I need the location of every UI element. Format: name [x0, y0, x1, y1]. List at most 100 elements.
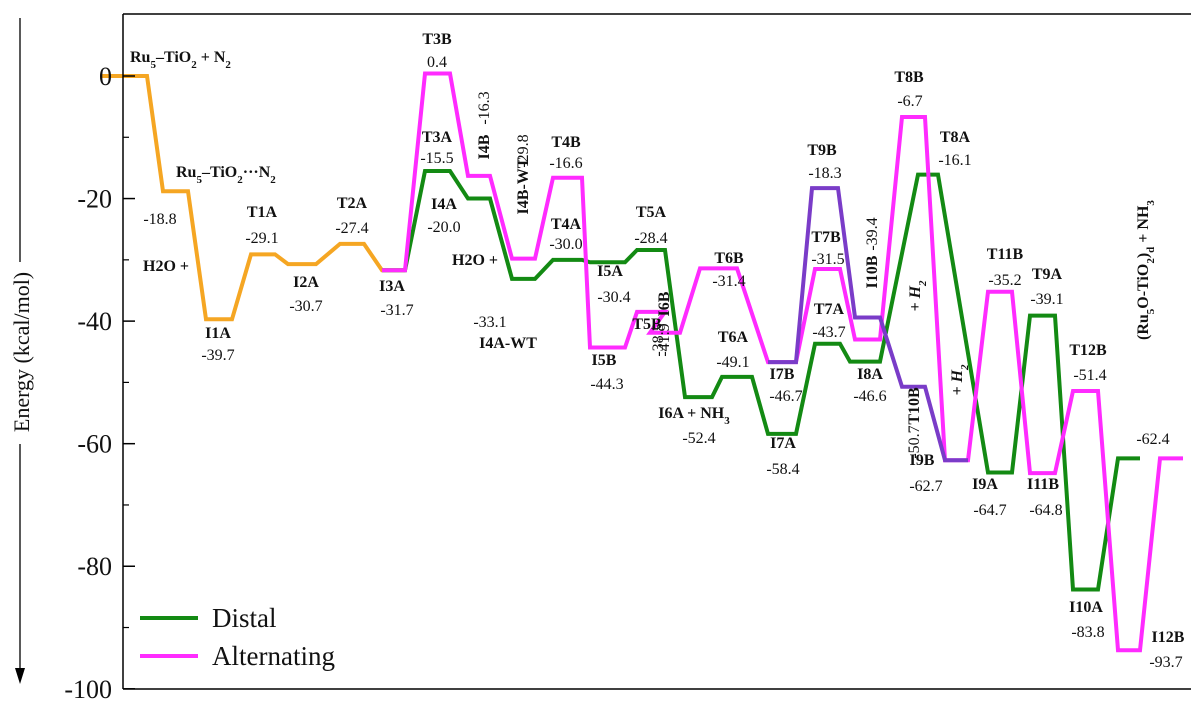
- state-label-t5a: T5A: [636, 204, 667, 221]
- state-label-t7a: T7A: [814, 301, 845, 318]
- state-label-h2a: + H2: [907, 280, 929, 312]
- state-label-t6a: T6A: [718, 329, 749, 346]
- energy-value-n17: -44.3: [590, 376, 623, 393]
- energy-value-n14: -30.0: [549, 236, 582, 253]
- energy-value-n37: -64.8: [1029, 502, 1062, 519]
- series-line-common: [102, 74, 405, 322]
- energy-value-n36: -64.7: [973, 502, 1006, 519]
- state-label-h2o2: H2O +: [452, 252, 498, 269]
- state-label-i4bwt: I4B-WT: [515, 157, 532, 214]
- state-label-i10a: I10A: [1069, 599, 1103, 616]
- energy-value-n34: -35.2: [988, 272, 1021, 289]
- state-label-t10b: T10B: [906, 387, 923, 425]
- energy-value-n7: 0.4: [427, 54, 447, 71]
- energy-value-n12: -33.1: [473, 314, 506, 331]
- energy-value-n23: -46.7: [769, 388, 802, 405]
- series-distal: [382, 168, 1140, 592]
- state-label-t3a: T3A: [422, 129, 453, 146]
- energy-value-n4: -30.7: [289, 298, 322, 315]
- state-label-i5b: I5B: [592, 352, 617, 369]
- y-tick-label: -80: [77, 552, 112, 581]
- energy-value-n11: -29.8: [515, 134, 532, 167]
- state-label-i10b: I10B: [864, 255, 881, 288]
- energy-value-n32: -16.1: [938, 152, 971, 169]
- energy-value-n18: -38.5: [650, 323, 667, 356]
- energy-value-n24: -58.4: [766, 461, 799, 478]
- legend-label-alternating: Alternating: [212, 641, 335, 671]
- state-label-t5b: T5B: [632, 316, 662, 333]
- energy-value-n31: -6.7: [897, 93, 922, 110]
- energy-value-n15: -30.4: [597, 289, 630, 306]
- energy-value-n35: -39.1: [1030, 291, 1063, 308]
- energy-value-n5: -27.4: [335, 220, 368, 237]
- state-label-t6b: T6B: [714, 250, 744, 267]
- energy-value-n2: -39.7: [201, 347, 234, 364]
- state-label-t2a: T2A: [337, 195, 368, 212]
- reaction-paths: [102, 71, 1183, 653]
- state-label-i8a: I8A: [857, 366, 883, 383]
- state-label-t8b: T8B: [894, 69, 924, 86]
- energy-value-n27: -43.7: [812, 324, 845, 341]
- state-label-t9b: T9B: [807, 142, 837, 159]
- state-label-i3a: I3A: [379, 278, 405, 295]
- energy-value-n10: -16.3: [476, 91, 493, 124]
- energy-value-n6: -31.7: [380, 302, 413, 319]
- state-label-h2b: + H2: [949, 364, 971, 396]
- state-label-i11b: I11B: [1027, 476, 1059, 493]
- y-axis-arrowhead: [15, 668, 25, 684]
- state-label-ru5n2: Ru5–TiO2 + N2: [130, 49, 231, 71]
- y-axis-label: Energy (kcal/mol): [9, 272, 34, 432]
- energy-value-n21: -49.1: [716, 354, 749, 371]
- state-label-i2a: I2A: [293, 274, 319, 291]
- ylabel-background: [8, 262, 34, 444]
- energy-value-n29: -39.4: [864, 217, 881, 250]
- state-label-prod: (Ru5O-TiO2)d + NH3: [1135, 200, 1157, 340]
- state-label-h2o1: H2O +: [143, 258, 189, 275]
- state-label-i6b: I6B: [656, 291, 673, 316]
- energy-value-n26: -31.5: [811, 251, 844, 268]
- axes: 0 -20 -40 -60 -80 -100 Energy (kcal/mol): [8, 13, 1191, 702]
- series-branch: [768, 186, 968, 463]
- energy-value-n28: -46.6: [853, 388, 886, 405]
- y-tick-label: -40: [77, 307, 112, 336]
- state-labels: Ru5–TiO2 + N2 Ru5–TiO2···N2 H2O + H2O + -18.…: [130, 31, 1185, 671]
- energy-value-n40: -83.8: [1071, 624, 1104, 641]
- legend-label-distal: Distal: [212, 603, 277, 633]
- state-label-i4awt: I4A-WT: [479, 335, 537, 352]
- state-label-t3b: T3B: [422, 31, 452, 48]
- energy-value-n3: -29.1: [245, 230, 278, 247]
- state-label-t12b: T12B: [1069, 342, 1107, 359]
- state-label-t11b: T11B: [987, 246, 1024, 263]
- y-tick-label: -60: [77, 430, 112, 459]
- y-tick-label: -100: [64, 675, 112, 702]
- state-label-i5a: I5A: [597, 263, 623, 280]
- state-label-i6a: I6A + NH3: [658, 405, 730, 427]
- state-label-ru5n2ads: Ru5–TiO2···N2: [176, 164, 276, 186]
- state-label-i9a: I9A: [972, 476, 998, 493]
- legend: Distal Alternating: [140, 603, 335, 671]
- state-label-t8a: T8A: [940, 129, 971, 146]
- energy-value-n38: -51.4: [1073, 367, 1106, 384]
- energy-value-n22: -52.4: [682, 430, 715, 447]
- state-label-i7a: I7A: [770, 435, 796, 452]
- state-label-t9a: T9A: [1032, 266, 1063, 283]
- series-line-distal: [382, 168, 1140, 592]
- state-label-i12b: I12B: [1152, 629, 1185, 646]
- state-label-i4b: I4B: [476, 134, 493, 159]
- energy-value-n19: -41.9: [656, 323, 673, 356]
- state-label-t7b: T7B: [811, 229, 841, 246]
- state-label-i7b: I7B: [770, 366, 795, 383]
- series-common: [102, 74, 405, 322]
- energy-value-n9: -20.0: [427, 219, 460, 236]
- energy-value-n25: -18.3: [808, 165, 841, 182]
- energy-value-n41: -93.7: [1149, 654, 1182, 671]
- state-label-i1a: I1A: [205, 325, 231, 342]
- state-label-i4a: I4A: [431, 196, 457, 213]
- energy-value-n8: -15.5: [420, 150, 453, 167]
- energy-value-n30: -50.7: [906, 425, 923, 458]
- state-label-i9b: I9B: [910, 452, 935, 469]
- state-label-t4b: T4B: [551, 134, 581, 151]
- energy-value-n20: -31.4: [712, 273, 745, 290]
- energy-value-n33: -62.7: [909, 478, 942, 495]
